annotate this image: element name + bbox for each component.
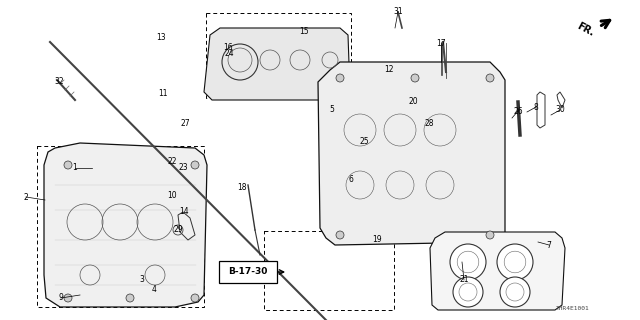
Text: 13: 13 xyxy=(156,34,166,43)
Bar xyxy=(37,146,204,307)
Circle shape xyxy=(64,294,72,302)
Polygon shape xyxy=(318,62,505,245)
Circle shape xyxy=(336,231,344,239)
Text: 19: 19 xyxy=(372,235,382,244)
Polygon shape xyxy=(430,232,565,310)
Polygon shape xyxy=(44,143,207,307)
Circle shape xyxy=(450,244,486,280)
Text: 7: 7 xyxy=(547,241,552,250)
Circle shape xyxy=(191,294,199,302)
Bar xyxy=(264,231,394,310)
Text: 16: 16 xyxy=(223,43,233,52)
Text: 23: 23 xyxy=(178,164,188,172)
Text: 4: 4 xyxy=(152,284,156,293)
Text: 21: 21 xyxy=(460,276,468,284)
Text: 15: 15 xyxy=(299,27,309,36)
Text: 24: 24 xyxy=(224,49,234,58)
Text: 32: 32 xyxy=(54,76,64,85)
Text: FR.: FR. xyxy=(575,21,595,39)
Circle shape xyxy=(486,74,494,82)
Text: 26: 26 xyxy=(513,107,523,116)
Text: 18: 18 xyxy=(237,182,247,191)
Circle shape xyxy=(191,161,199,169)
FancyBboxPatch shape xyxy=(219,261,277,283)
Circle shape xyxy=(64,161,72,169)
Circle shape xyxy=(497,244,533,280)
Circle shape xyxy=(486,231,494,239)
Text: 25: 25 xyxy=(359,138,369,147)
Circle shape xyxy=(126,294,134,302)
Text: 28: 28 xyxy=(424,119,434,129)
Text: 31: 31 xyxy=(393,7,403,17)
Text: 27: 27 xyxy=(180,118,190,127)
Text: 3: 3 xyxy=(140,276,145,284)
Text: THR4E1001: THR4E1001 xyxy=(556,306,590,310)
Bar xyxy=(206,13,351,98)
Text: 10: 10 xyxy=(167,190,177,199)
Circle shape xyxy=(453,277,483,307)
Text: 12: 12 xyxy=(384,66,394,75)
Text: 17: 17 xyxy=(436,38,446,47)
Polygon shape xyxy=(204,28,350,100)
Circle shape xyxy=(336,74,344,82)
Text: 29: 29 xyxy=(173,225,183,234)
Text: 2: 2 xyxy=(24,193,28,202)
Text: 8: 8 xyxy=(534,102,538,111)
Text: B-17-30: B-17-30 xyxy=(228,268,268,276)
Text: 22: 22 xyxy=(167,156,177,165)
Text: 6: 6 xyxy=(349,174,353,183)
Text: 9: 9 xyxy=(59,293,63,302)
Text: 1: 1 xyxy=(72,164,77,172)
Text: 5: 5 xyxy=(330,106,335,115)
Text: 20: 20 xyxy=(408,97,418,106)
Text: 30: 30 xyxy=(555,106,565,115)
Text: 11: 11 xyxy=(158,90,168,99)
Text: 14: 14 xyxy=(179,207,189,217)
Circle shape xyxy=(500,277,530,307)
Circle shape xyxy=(411,74,419,82)
